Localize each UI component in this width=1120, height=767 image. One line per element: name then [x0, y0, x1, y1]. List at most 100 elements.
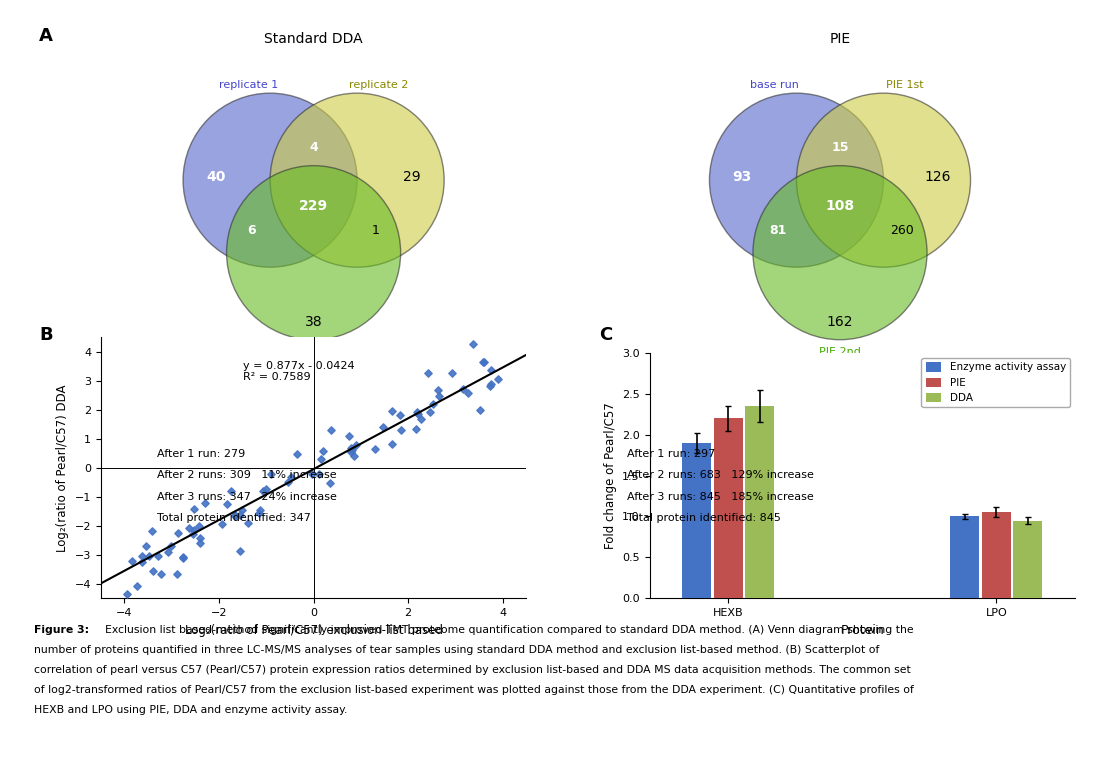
Text: 38: 38 — [305, 314, 323, 328]
Circle shape — [753, 166, 927, 340]
Point — [186, 525, 204, 537]
Point — [430, 390, 448, 402]
Point — [424, 398, 442, 410]
Text: 4: 4 — [309, 141, 318, 154]
Text: base run: base run — [750, 80, 800, 90]
Point — [231, 509, 249, 522]
Point — [185, 528, 203, 541]
Text: B: B — [39, 326, 53, 344]
Point — [345, 449, 363, 462]
Circle shape — [226, 166, 401, 340]
Point — [140, 550, 158, 562]
Point — [409, 408, 427, 420]
Point — [412, 413, 430, 426]
Point — [239, 517, 256, 529]
Point — [192, 537, 209, 549]
Point — [312, 453, 330, 465]
Point — [483, 377, 501, 390]
Point — [123, 555, 141, 567]
Text: C: C — [599, 326, 613, 344]
Text: After 2 runs: 683   129% increase: After 2 runs: 683 129% increase — [627, 470, 814, 480]
Point — [233, 504, 251, 516]
Point — [339, 430, 357, 442]
Point — [488, 373, 506, 385]
Point — [383, 438, 401, 450]
Text: Total protein identified: 347: Total protein identified: 347 — [157, 513, 310, 523]
Point — [180, 522, 198, 534]
Bar — [746, 406, 774, 598]
X-axis label: Log₂(ratio of Pearl/C57) exclusion-list based: Log₂(ratio of Pearl/C57) exclusion-list … — [185, 624, 442, 637]
Text: 29: 29 — [403, 170, 420, 183]
Point — [320, 476, 338, 489]
Point — [152, 568, 170, 581]
Point — [231, 545, 249, 557]
Bar — [713, 418, 743, 598]
Point — [251, 506, 269, 518]
Circle shape — [183, 93, 357, 267]
Point — [288, 449, 306, 461]
Circle shape — [796, 93, 971, 267]
Point — [143, 525, 161, 537]
Point — [314, 445, 332, 457]
Point — [159, 546, 177, 558]
Title: PIE: PIE — [830, 32, 850, 46]
Point — [392, 423, 410, 436]
Point — [342, 442, 360, 454]
Point — [421, 406, 439, 418]
Point — [129, 580, 147, 592]
Point — [282, 471, 300, 483]
Text: Exclusion list based-method significantly improved TMT proteome quantification c: Exclusion list based-method significantl… — [105, 625, 913, 635]
Text: 15: 15 — [831, 141, 849, 154]
Point — [222, 486, 240, 498]
Point — [175, 551, 193, 563]
Point — [218, 498, 236, 510]
Text: PIE 2nd: PIE 2nd — [819, 347, 861, 357]
Text: correlation of pearl versus C57 (Pearl/C57) protein expression ratios determined: correlation of pearl versus C57 (Pearl/C… — [34, 665, 911, 675]
Text: replicate 1: replicate 1 — [218, 80, 278, 90]
Point — [175, 552, 193, 565]
Text: After 3 runs: 845   185% increase: After 3 runs: 845 185% increase — [627, 492, 814, 502]
Point — [226, 509, 244, 521]
Point — [475, 356, 493, 368]
Point — [464, 338, 482, 351]
Text: y = 0.877x - 0.0424
R² = 0.7589: y = 0.877x - 0.0424 R² = 0.7589 — [243, 360, 354, 382]
Point — [408, 406, 426, 418]
Text: 81: 81 — [769, 225, 787, 238]
Text: After 1 run: 297: After 1 run: 297 — [627, 449, 716, 459]
Point — [143, 565, 161, 578]
Text: After 2 runs: 309   11% increase: After 2 runs: 309 11% increase — [157, 470, 336, 480]
Point — [254, 485, 272, 497]
Bar — [682, 443, 711, 598]
Text: 40: 40 — [206, 170, 225, 183]
Bar — [1014, 521, 1043, 598]
Point — [343, 443, 361, 456]
Point — [475, 356, 493, 368]
Legend: Enzyme activity assay, PIE, DDA: Enzyme activity assay, PIE, DDA — [922, 358, 1070, 407]
Point — [408, 423, 426, 435]
Point — [196, 497, 214, 509]
Point — [342, 446, 360, 458]
Text: 6: 6 — [248, 225, 256, 238]
Point — [480, 380, 498, 392]
Point — [262, 467, 280, 479]
Point — [161, 540, 179, 552]
Point — [133, 550, 151, 562]
Point — [419, 367, 437, 379]
Point — [185, 502, 203, 515]
Point — [429, 384, 447, 396]
Point — [251, 504, 269, 516]
Y-axis label: Fold change of Pearl/C57: Fold change of Pearl/C57 — [604, 402, 617, 549]
Text: 260: 260 — [889, 225, 914, 238]
Text: of log2-transformed ratios of Pearl/C57 from the exclusion list-based experiment: of log2-transformed ratios of Pearl/C57 … — [34, 685, 914, 695]
Point — [302, 468, 320, 480]
Point — [190, 532, 208, 545]
Text: 229: 229 — [299, 199, 328, 212]
Text: 1: 1 — [372, 225, 380, 238]
Point — [138, 540, 156, 552]
Bar — [951, 516, 979, 598]
X-axis label: Protein: Protein — [840, 624, 885, 637]
Text: Total protein identified: 845: Total protein identified: 845 — [627, 513, 781, 523]
Circle shape — [270, 93, 445, 267]
Point — [118, 588, 136, 601]
Point — [470, 404, 488, 416]
